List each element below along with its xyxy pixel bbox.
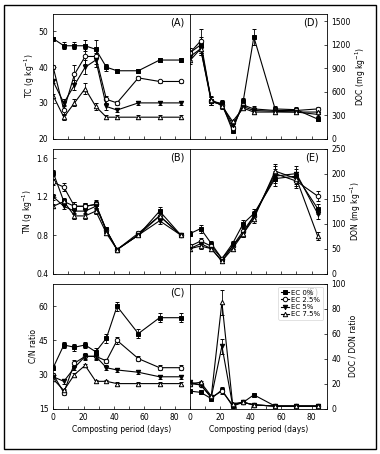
- Y-axis label: DOC / DON ratio: DOC / DON ratio: [349, 315, 358, 377]
- Y-axis label: TN (g kg$^{-1}$): TN (g kg$^{-1}$): [21, 189, 35, 233]
- Y-axis label: DON (mg kg$^{-1}$): DON (mg kg$^{-1}$): [349, 182, 363, 241]
- Y-axis label: DOC (mg kg$^{-1}$): DOC (mg kg$^{-1}$): [354, 47, 368, 106]
- Text: (A): (A): [170, 17, 185, 27]
- Text: (C): (C): [170, 287, 185, 297]
- Y-axis label: TC (g kg$^{-1}$): TC (g kg$^{-1}$): [23, 54, 37, 99]
- Y-axis label: C/N ratio: C/N ratio: [28, 329, 37, 363]
- X-axis label: Composting period (days): Composting period (days): [209, 425, 308, 434]
- Text: (D): (D): [303, 17, 318, 27]
- Text: (F): (F): [306, 287, 318, 297]
- Text: (E): (E): [305, 153, 318, 163]
- X-axis label: Composting period (days): Composting period (days): [72, 425, 171, 434]
- Legend: EC 0%, EC 2.5%, EC 5%, EC 7.5%: EC 0%, EC 2.5%, EC 5%, EC 7.5%: [278, 287, 323, 320]
- Text: (B): (B): [170, 153, 185, 163]
